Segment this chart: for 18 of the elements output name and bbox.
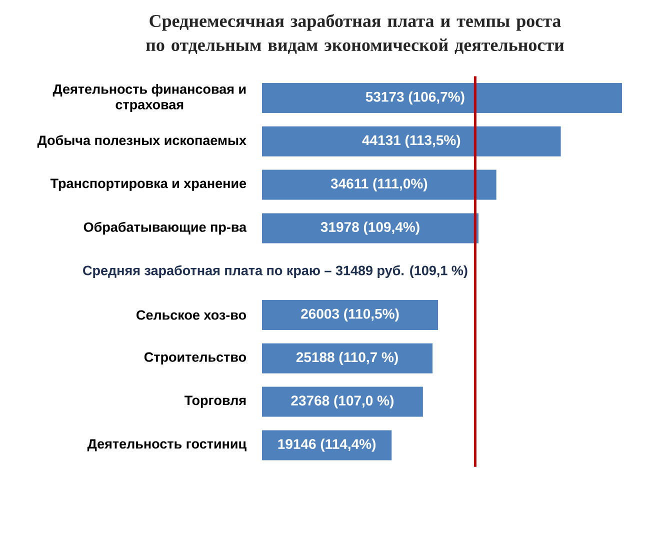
ref-line-label: Средняя заработная плата по краю – 31489 руб. (109,1 %) bbox=[83, 265, 468, 278]
data-label: 44131 (113,5%) bbox=[362, 134, 460, 148]
chart-title: Среднемесячная заработная плата и темпы роста по отдельным видам экономической деятельности bbox=[146, 14, 564, 54]
data-label: 19146 (114,4%) bbox=[278, 438, 376, 452]
y-tick-label: Строительство bbox=[144, 352, 246, 365]
y-tick-label: Деятельность гостиниц bbox=[87, 439, 246, 452]
data-label: 31978 (109,4%) bbox=[320, 222, 420, 235]
data-label: 53173 (106,7%) bbox=[366, 91, 464, 105]
y-tick-label: Добыча полезных ископаемых bbox=[37, 135, 246, 148]
y-tick-label: Обрабатывающие пр-ва bbox=[84, 222, 247, 235]
y-tick-label: Сельское хоз-во bbox=[136, 310, 246, 320]
y-tick-label: Торговля bbox=[184, 396, 246, 408]
y-tick-label: Деятельность финансовая и страховая bbox=[52, 84, 246, 112]
y-tick-label: Транспортировка и хранение bbox=[50, 178, 246, 191]
data-label: 23768 (107,0 %) bbox=[291, 395, 394, 408]
data-label: 34611 (111,0%) bbox=[330, 178, 428, 192]
data-label: 25188 (110,7 %) bbox=[296, 352, 398, 365]
data-label: 26003 (110,5%) bbox=[301, 308, 399, 322]
